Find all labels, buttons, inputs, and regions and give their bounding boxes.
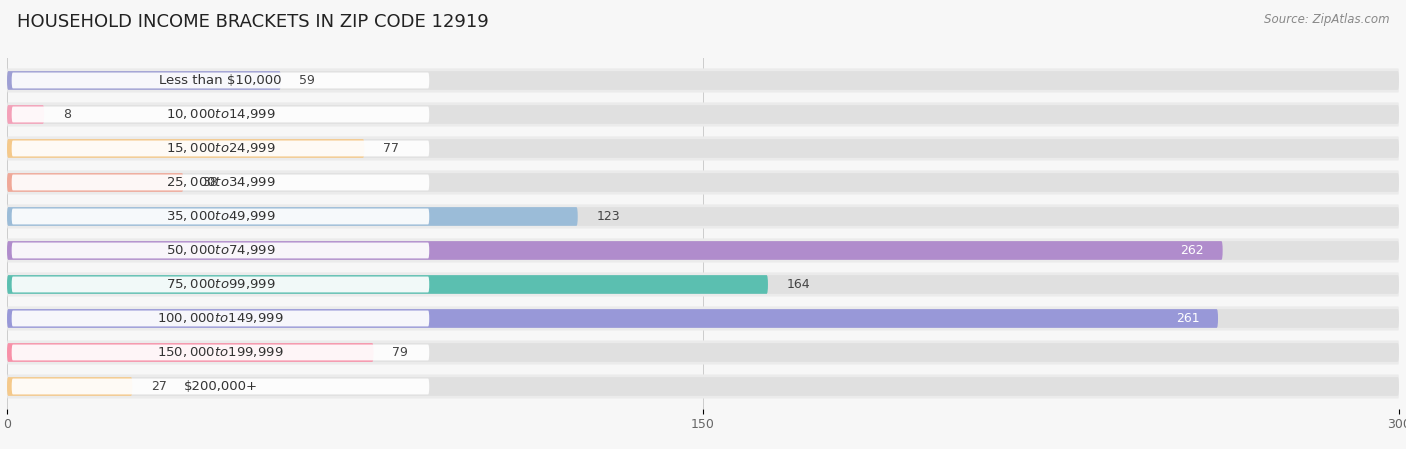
Text: 38: 38: [202, 176, 218, 189]
Text: $50,000 to $74,999: $50,000 to $74,999: [166, 243, 276, 257]
FancyBboxPatch shape: [7, 374, 1399, 399]
FancyBboxPatch shape: [11, 106, 429, 123]
Text: $35,000 to $49,999: $35,000 to $49,999: [166, 210, 276, 224]
FancyBboxPatch shape: [11, 379, 429, 394]
FancyBboxPatch shape: [7, 241, 1223, 260]
Text: $75,000 to $99,999: $75,000 to $99,999: [166, 277, 276, 291]
FancyBboxPatch shape: [7, 343, 374, 362]
Text: 123: 123: [596, 210, 620, 223]
Text: $150,000 to $199,999: $150,000 to $199,999: [157, 345, 284, 360]
Text: 262: 262: [1181, 244, 1204, 257]
FancyBboxPatch shape: [7, 136, 1399, 161]
Text: 164: 164: [786, 278, 810, 291]
Text: 27: 27: [150, 380, 167, 393]
FancyBboxPatch shape: [7, 306, 1399, 330]
Text: $200,000+: $200,000+: [183, 380, 257, 393]
FancyBboxPatch shape: [7, 139, 364, 158]
FancyBboxPatch shape: [11, 311, 429, 326]
Text: Less than $10,000: Less than $10,000: [159, 74, 281, 87]
Text: $15,000 to $24,999: $15,000 to $24,999: [166, 141, 276, 155]
Text: 77: 77: [382, 142, 399, 155]
FancyBboxPatch shape: [7, 340, 1399, 365]
FancyBboxPatch shape: [7, 377, 132, 396]
FancyBboxPatch shape: [11, 175, 429, 190]
FancyBboxPatch shape: [7, 238, 1399, 263]
FancyBboxPatch shape: [7, 343, 1399, 362]
FancyBboxPatch shape: [11, 141, 429, 156]
FancyBboxPatch shape: [7, 275, 768, 294]
FancyBboxPatch shape: [7, 241, 1399, 260]
FancyBboxPatch shape: [7, 171, 1399, 194]
Text: 261: 261: [1175, 312, 1199, 325]
FancyBboxPatch shape: [11, 73, 429, 88]
FancyBboxPatch shape: [11, 344, 429, 361]
FancyBboxPatch shape: [7, 173, 1399, 192]
Text: 8: 8: [63, 108, 70, 121]
Text: $25,000 to $34,999: $25,000 to $34,999: [166, 176, 276, 189]
FancyBboxPatch shape: [11, 242, 429, 259]
FancyBboxPatch shape: [7, 71, 1399, 90]
FancyBboxPatch shape: [7, 309, 1399, 328]
Text: $10,000 to $14,999: $10,000 to $14,999: [166, 107, 276, 122]
FancyBboxPatch shape: [7, 204, 1399, 229]
Text: $100,000 to $149,999: $100,000 to $149,999: [157, 312, 284, 326]
FancyBboxPatch shape: [7, 207, 578, 226]
Text: 59: 59: [299, 74, 315, 87]
FancyBboxPatch shape: [7, 275, 1399, 294]
FancyBboxPatch shape: [11, 208, 429, 224]
FancyBboxPatch shape: [7, 309, 1218, 328]
FancyBboxPatch shape: [7, 139, 1399, 158]
FancyBboxPatch shape: [7, 173, 183, 192]
FancyBboxPatch shape: [7, 273, 1399, 296]
FancyBboxPatch shape: [7, 102, 1399, 127]
FancyBboxPatch shape: [7, 105, 1399, 124]
FancyBboxPatch shape: [7, 105, 44, 124]
FancyBboxPatch shape: [7, 68, 1399, 92]
FancyBboxPatch shape: [11, 277, 429, 292]
Text: Source: ZipAtlas.com: Source: ZipAtlas.com: [1264, 13, 1389, 26]
FancyBboxPatch shape: [7, 207, 1399, 226]
Text: HOUSEHOLD INCOME BRACKETS IN ZIP CODE 12919: HOUSEHOLD INCOME BRACKETS IN ZIP CODE 12…: [17, 13, 489, 31]
FancyBboxPatch shape: [7, 71, 281, 90]
FancyBboxPatch shape: [7, 377, 1399, 396]
Text: 79: 79: [392, 346, 408, 359]
